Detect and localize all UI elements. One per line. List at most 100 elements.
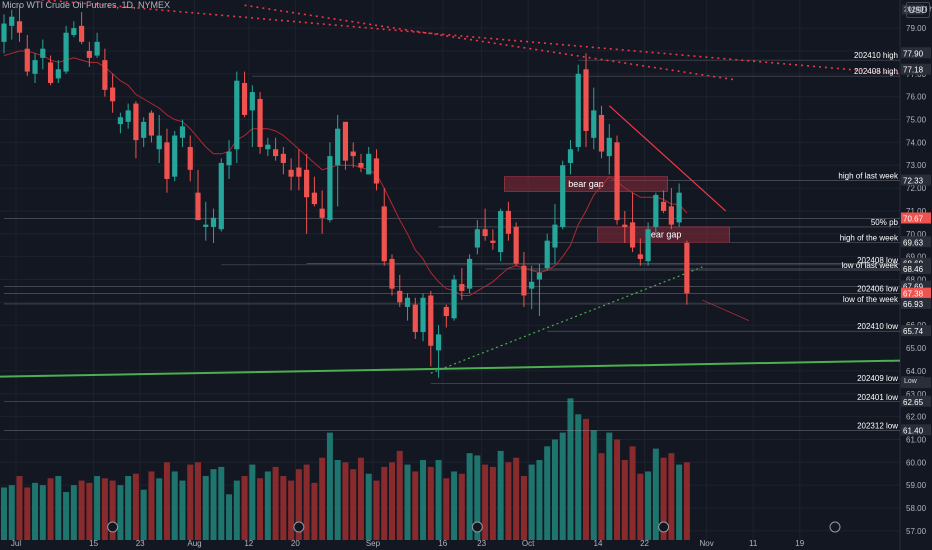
symbol-title: Micro WTI Crude Oil Futures, 1D, NYMEX: [2, 0, 171, 10]
y-tick-label: 79.00: [906, 24, 927, 33]
volume-bar: [187, 464, 194, 540]
candle-body: [117, 117, 123, 125]
candle-body: [529, 281, 535, 289]
candle-body: [86, 50, 92, 58]
volume-bar: [39, 485, 46, 540]
volume-bar: [466, 453, 473, 540]
low-badge: Low: [904, 378, 918, 385]
volume-bar: [288, 480, 295, 540]
price-tag-value: 68.46: [903, 265, 924, 274]
volume-bar: [389, 462, 395, 540]
volume-bar: [652, 448, 659, 540]
volume-bar: [583, 418, 589, 540]
candle-body: [40, 48, 46, 58]
level-annotation: high of last week: [838, 172, 899, 181]
price-tag: [901, 297, 931, 309]
y-tick-label: 76.00: [906, 93, 927, 102]
volume-bar: [303, 464, 310, 540]
price-tag: [901, 262, 931, 274]
currency-button[interactable]: USD: [906, 2, 930, 18]
candle-body: [257, 98, 263, 147]
candle-body: [304, 169, 310, 198]
candle-body: [567, 149, 574, 163]
volume-bar: [16, 476, 23, 540]
volume-bar: [373, 480, 380, 540]
volume-bar: [218, 466, 225, 540]
volume-bar: [195, 462, 201, 540]
bear-gap-label: bear gap: [568, 179, 604, 189]
candle-body: [684, 242, 690, 294]
price-tag: [901, 280, 931, 292]
y-tick-label: 73.00: [906, 161, 927, 170]
candle-body: [482, 229, 488, 237]
y-tick-label: 58.00: [906, 504, 927, 513]
candle-body: [94, 41, 100, 56]
candle-body: [661, 201, 667, 211]
volume-bar: [334, 460, 341, 540]
y-tick-label: 71.00: [906, 207, 927, 216]
candle-body: [575, 73, 581, 147]
x-tick-label: 19: [795, 539, 804, 548]
candle-body: [110, 87, 116, 102]
resistance-line: [244, 4, 734, 81]
volume-bar: [606, 432, 613, 540]
volume-bar: [505, 462, 512, 540]
volume-bar: [163, 462, 170, 540]
y-tick-label: 74.00: [906, 138, 927, 147]
candle-body: [47, 62, 54, 83]
level-annotation: 202408 high: [854, 67, 898, 76]
y-tick-label: 59.00: [906, 481, 927, 490]
x-tick-label: Aug: [187, 539, 201, 548]
volume-bar: [559, 432, 566, 540]
event-marker-icon: [658, 521, 670, 533]
candle-body: [645, 229, 651, 262]
candle-body: [102, 60, 108, 90]
y-tick-label: 75.00: [906, 116, 927, 125]
price-tag-value: 70.67: [903, 214, 924, 223]
candle-body: [32, 60, 38, 74]
volume-bar: [272, 466, 279, 540]
x-tick-label: 15: [89, 539, 98, 548]
candle-body: [420, 297, 426, 333]
volume-bar: [544, 446, 551, 540]
x-tick-label: 11: [749, 539, 758, 548]
candle-body: [288, 169, 294, 177]
candle-body: [335, 128, 341, 166]
x-tick-label: Jul: [11, 539, 21, 548]
volume-bar: [668, 453, 675, 540]
price-tag-value: 67.38: [903, 290, 924, 299]
candle-body: [24, 48, 30, 72]
x-tick-label: 22: [640, 539, 649, 548]
volume-bar: [86, 482, 93, 540]
candle-body: [9, 16, 15, 26]
volume-bar: [621, 460, 628, 540]
volume-bar: [202, 476, 209, 540]
x-tick-label: 23: [477, 539, 486, 548]
volume-bar: [210, 469, 217, 540]
level-annotation: 202409 low: [857, 374, 898, 383]
volume-bar: [350, 469, 357, 540]
candle-body: [280, 153, 286, 163]
candle-body: [560, 165, 566, 227]
volume-bar: [125, 476, 132, 540]
volume-bar: [233, 480, 240, 540]
volume-bar: [94, 476, 101, 540]
candle-body: [614, 142, 620, 221]
descending-trendline: [608, 105, 727, 212]
candle-body: [172, 135, 178, 177]
volume-bar: [513, 457, 520, 540]
volume-bar: [319, 457, 326, 540]
candle-body: [265, 144, 271, 150]
volume-bar: [528, 464, 535, 540]
volume-bar: [645, 471, 652, 540]
volume-bar: [365, 473, 372, 540]
level-annotation: 202408 low: [857, 256, 898, 265]
volume-bar: [451, 471, 458, 540]
candle-body: [653, 194, 659, 227]
candle-body: [1, 23, 7, 42]
price-tag: [901, 424, 931, 436]
bear-gap-zone: [504, 176, 668, 192]
candle-body: [358, 162, 364, 168]
volume-bar: [156, 478, 163, 540]
